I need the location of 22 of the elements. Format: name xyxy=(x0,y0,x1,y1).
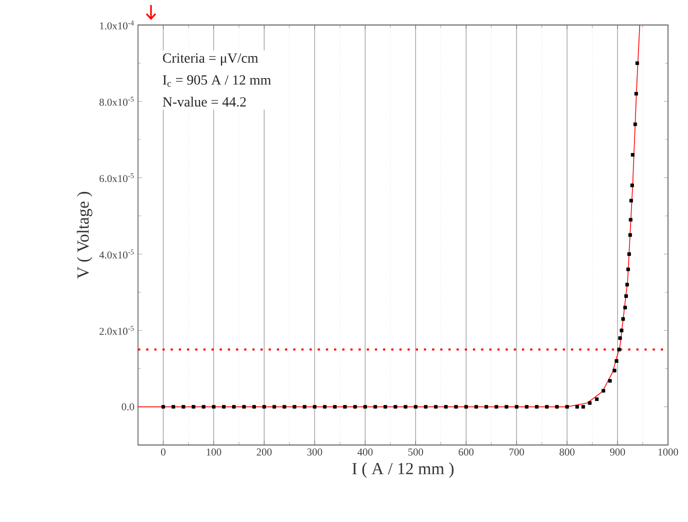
x-tick-label: 1000 xyxy=(658,448,678,456)
x-tick-label: 300 xyxy=(307,448,322,456)
y-axis-title: V ( Voltage ) xyxy=(76,192,92,279)
y-tick-label: 4.0x10$^{-5}$ xyxy=(99,250,134,259)
x-tick-label: 200 xyxy=(256,448,272,456)
annotation: N-value = 44.2 xyxy=(162,96,246,107)
x-tick-label: 400 xyxy=(358,448,373,456)
x-tick-label: 100 xyxy=(206,448,222,456)
y-tick-label: 8.0x10$^{-5}$ xyxy=(100,96,134,106)
x-tick-label: 600 xyxy=(458,448,474,456)
x-tick-label: 800 xyxy=(560,448,574,456)
x-tick-label: 700 xyxy=(509,448,524,456)
x-tick-label: 900 xyxy=(610,448,625,456)
annotation: I$_{c}$ = 905 A / 12 mm xyxy=(162,75,271,87)
y-tick-label: 1.0x10$^{-4}$ xyxy=(100,20,134,30)
x-tick-label: 500 xyxy=(408,448,424,456)
y-tick-label: 2.0x10$^{-5}$ xyxy=(100,326,134,335)
y-tick-label: 0.0 xyxy=(122,403,134,410)
annotation: Criteria = μV/cm xyxy=(162,53,258,66)
x-axis-title: I ( A / 12 mm ) xyxy=(352,462,454,478)
x-tick-label: 0 xyxy=(161,448,166,456)
y-tick-label: 6.0x10$^{-5}$ xyxy=(100,173,134,182)
